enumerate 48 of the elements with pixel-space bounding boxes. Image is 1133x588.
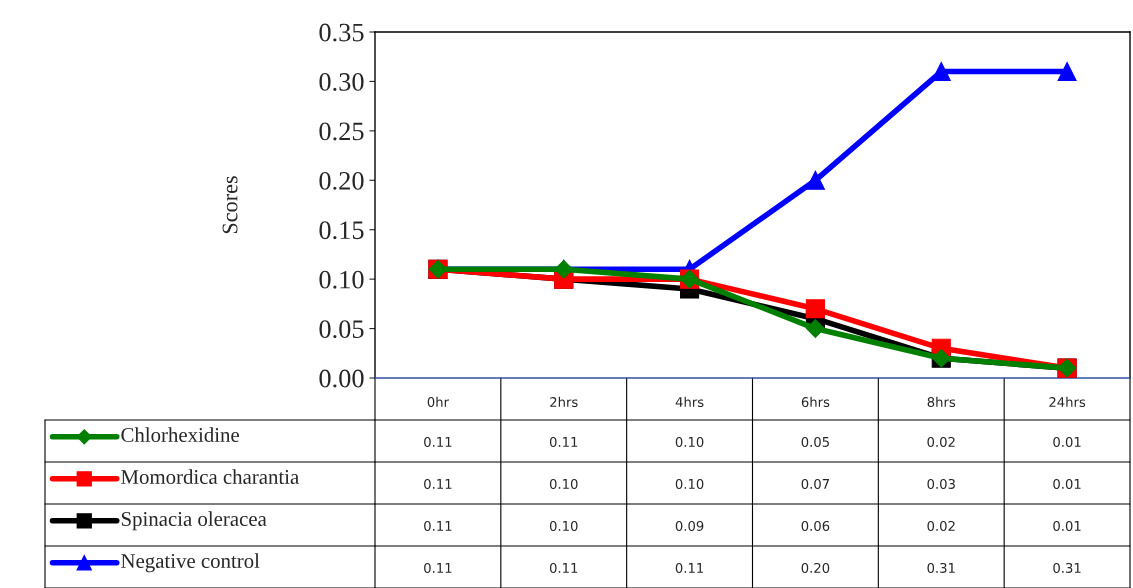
- legend-label: Chlorhexidine: [121, 427, 239, 443]
- x-tick-label: 2hrs: [550, 396, 578, 408]
- data-label: 0.06: [801, 520, 830, 531]
- data-label: 0.31: [927, 562, 955, 573]
- point: [1057, 62, 1077, 82]
- y-tick-label: 0.05: [319, 320, 364, 339]
- data-label: 0.10: [675, 478, 704, 489]
- data-label: 0.01: [1053, 436, 1081, 447]
- y-axis-title: Scores: [222, 176, 238, 234]
- x-tick-label: 6hrs: [801, 396, 830, 408]
- y-tick-label: 0.20: [319, 171, 364, 190]
- y-tick-label: 0.00: [319, 369, 364, 388]
- data-label: 0.10: [549, 520, 578, 531]
- legend-label: Negative control: [121, 553, 260, 573]
- y-tick-label: 0.25: [319, 122, 364, 141]
- x-tick-label: 0hr: [427, 396, 450, 408]
- x-tick-label: 4hrs: [675, 396, 704, 408]
- data-label: 0.11: [549, 436, 578, 447]
- data-label: 0.02: [927, 436, 955, 447]
- data-label: 0.20: [801, 562, 830, 573]
- data-label: 0.11: [424, 436, 452, 447]
- data-label: 0.11: [424, 520, 452, 531]
- data-label: 0.03: [927, 478, 955, 489]
- data-label: 0.10: [675, 436, 704, 447]
- legend-label: Spinacia oleracea: [121, 511, 267, 531]
- point: [806, 319, 825, 338]
- x-tick-label: 8hrs: [927, 396, 956, 408]
- data-label: 0.31: [1053, 562, 1081, 573]
- y-tick-label: 0.35: [319, 23, 364, 42]
- point: [805, 299, 825, 319]
- data-label: 0.02: [927, 520, 955, 531]
- data-label: 0.11: [424, 562, 452, 573]
- y-tick-label: 0.30: [319, 73, 364, 91]
- data-label: 0.11: [424, 478, 452, 489]
- data-label: 0.05: [801, 436, 829, 447]
- point: [931, 62, 951, 82]
- data-label: 0.10: [549, 478, 578, 489]
- point: [805, 170, 825, 190]
- y-tick-label: 0.10: [319, 270, 364, 289]
- y-tick-label: 0.15: [319, 221, 364, 240]
- data-label: 0.07: [801, 478, 829, 489]
- data-label: 0.11: [549, 562, 578, 573]
- data-label: 0.09: [675, 520, 704, 531]
- x-tick-label: 24hrs: [1049, 396, 1086, 408]
- data-label: 0.01: [1053, 478, 1081, 489]
- data-label: 0.01: [1053, 520, 1081, 531]
- data-label: 0.11: [675, 562, 704, 573]
- legend-label: Momordica charantia: [121, 469, 299, 485]
